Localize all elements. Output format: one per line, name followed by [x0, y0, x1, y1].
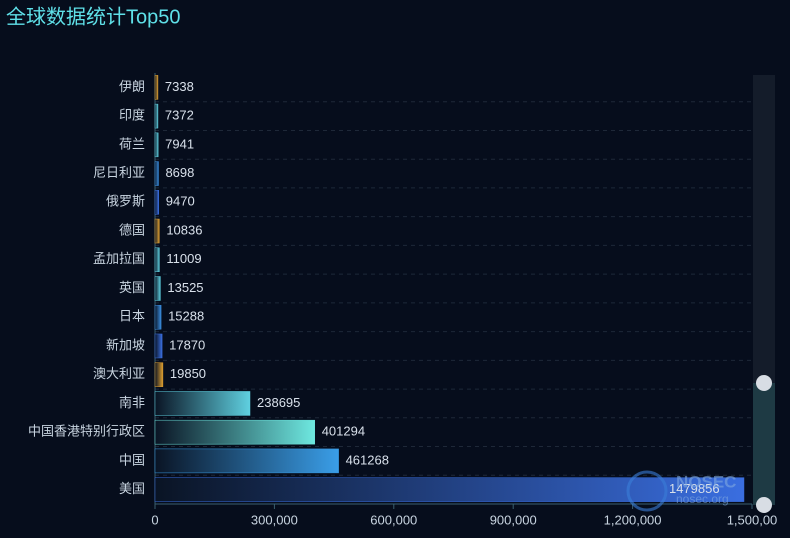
bar	[154, 333, 163, 359]
data-label: 9470	[166, 194, 195, 209]
bar	[154, 190, 160, 215]
slider-handle[interactable]	[756, 375, 772, 391]
y-tick-label: 澳大利亚	[93, 366, 145, 381]
bar	[154, 276, 161, 301]
data-label: 11009	[166, 251, 201, 266]
x-tick-label: 300,000	[251, 512, 298, 527]
data-label: 461268	[346, 452, 389, 467]
data-label: 10836	[166, 222, 202, 237]
bar	[154, 132, 159, 158]
x-tick-label: 900,000	[490, 512, 537, 527]
data-label: 1479856	[669, 481, 720, 496]
bar	[154, 391, 251, 416]
data-label: 8698	[165, 165, 194, 180]
y-tick-label: 俄罗斯	[106, 194, 145, 209]
data-label: 15288	[168, 309, 204, 324]
y-tick-label: 孟加拉国	[93, 251, 145, 266]
x-tick-label: 0	[151, 512, 158, 527]
y-tick-label: 印度	[119, 108, 145, 123]
bar	[154, 75, 159, 100]
data-label: 7372	[165, 108, 194, 123]
watermark-title: NOSEC	[676, 472, 736, 491]
bar	[154, 304, 162, 330]
y-tick-label: 美国	[119, 481, 145, 496]
y-tick-label: 英国	[119, 280, 145, 295]
bar	[154, 103, 159, 129]
x-tick-label: 1,200,000	[604, 512, 662, 527]
y-tick-label: 德国	[119, 222, 145, 237]
slider-handle[interactable]	[756, 497, 772, 513]
y-tick-label: 中国香港特别行政区	[28, 424, 145, 439]
data-label: 7941	[165, 136, 194, 151]
bar	[154, 161, 159, 186]
bar	[154, 218, 160, 244]
data-label: 238695	[257, 395, 300, 410]
zoom-slider[interactable]	[753, 75, 775, 513]
chart-title: 全球数据统计Top50	[6, 5, 181, 28]
bar	[154, 362, 164, 387]
bar	[154, 247, 160, 273]
y-tick-label: 新加坡	[106, 337, 145, 352]
data-label: 401294	[322, 424, 365, 439]
bar	[154, 419, 315, 445]
data-label: 7338	[165, 79, 194, 94]
data-label: 17870	[169, 337, 205, 352]
x-tick-label: 600,000	[370, 512, 417, 527]
y-tick-label: 荷兰	[119, 136, 145, 151]
watermark-url: nosec.org	[676, 492, 729, 506]
y-tick-label: 南非	[119, 395, 145, 410]
y-tick-label: 中国	[119, 452, 145, 467]
data-label: 13525	[167, 280, 203, 295]
y-tick-label: 伊朗	[119, 79, 145, 94]
y-tick-label: 尼日利亚	[93, 165, 145, 180]
x-tick-label: 1,500,00	[727, 512, 778, 527]
slider-window[interactable]	[753, 383, 775, 505]
data-label: 19850	[170, 366, 206, 381]
watermark-logo	[626, 470, 668, 512]
bar	[154, 477, 745, 502]
watermark: NOSEC nosec.org	[626, 470, 736, 512]
bar	[154, 448, 339, 474]
y-tick-label: 日本	[119, 309, 145, 324]
